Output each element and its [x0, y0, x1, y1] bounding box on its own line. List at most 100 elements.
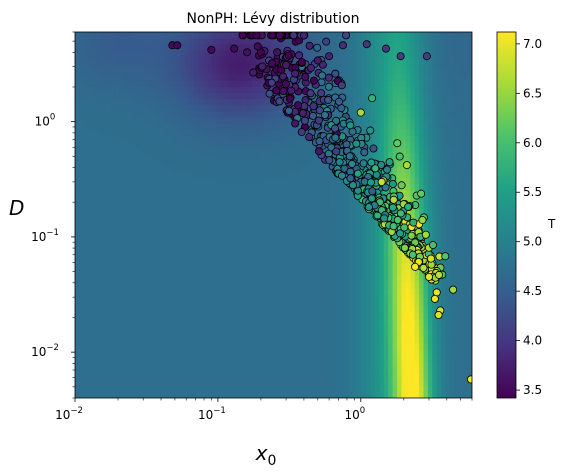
heatmap-cell	[366, 68, 372, 76]
heatmap-cell	[379, 123, 385, 131]
heatmap-cell	[114, 239, 120, 247]
heatmap-cell	[317, 160, 323, 167]
heatmap-cell	[172, 99, 178, 106]
heatmap-cell	[339, 257, 345, 265]
heatmap-cell	[432, 44, 438, 51]
heatmap-cell	[264, 166, 270, 173]
heatmap-cell	[374, 154, 380, 161]
heatmap-cell	[242, 147, 248, 155]
heatmap-cell	[247, 135, 253, 143]
heatmap-cell	[308, 324, 314, 332]
heatmap-cell	[388, 56, 394, 64]
heatmap-cell	[180, 288, 186, 295]
heatmap-cell	[388, 147, 394, 155]
heatmap-cell	[75, 105, 81, 112]
heatmap-cell	[110, 190, 116, 198]
heatmap-cell	[260, 355, 266, 362]
heatmap-cell	[308, 330, 314, 338]
heatmap-cell	[220, 196, 226, 204]
heatmap-cell	[198, 172, 204, 179]
heatmap-cell	[308, 251, 314, 259]
heatmap-cell	[145, 263, 151, 271]
heatmap-cell	[370, 318, 376, 326]
heatmap-cell	[255, 349, 261, 356]
heatmap-cell	[88, 337, 94, 344]
heatmap-cell	[423, 123, 429, 131]
heatmap-cell	[172, 123, 178, 131]
heatmap-cell	[370, 361, 376, 369]
heatmap-cell	[432, 245, 438, 253]
heatmap-cell	[176, 32, 182, 39]
heatmap-cell	[352, 312, 358, 320]
heatmap-cell	[277, 251, 283, 259]
heatmap-cell	[154, 184, 160, 192]
heatmap-cell	[436, 227, 442, 234]
heatmap-cell	[229, 373, 235, 381]
heatmap-cell	[322, 324, 328, 332]
heatmap-cell	[291, 233, 297, 240]
heatmap-cell	[101, 80, 107, 88]
heatmap-cell	[313, 294, 319, 301]
heatmap-cell	[149, 129, 155, 137]
heatmap-cell	[202, 233, 208, 240]
heatmap-cell	[79, 251, 85, 259]
heatmap-cell	[436, 208, 442, 216]
heatmap-cell	[348, 282, 354, 289]
heatmap-cell	[136, 385, 142, 393]
heatmap-cell	[295, 135, 301, 143]
heatmap-cell	[233, 172, 239, 179]
heatmap-cell	[92, 355, 98, 362]
heatmap-cell	[75, 288, 81, 295]
heatmap-cell	[317, 166, 323, 173]
heatmap-cell	[114, 154, 120, 161]
heatmap-cell	[326, 68, 332, 76]
heatmap-cell	[207, 123, 213, 131]
heatmap-cell	[119, 318, 125, 326]
heatmap-cell	[414, 74, 420, 82]
heatmap-cell	[149, 74, 155, 82]
heatmap-cell	[216, 105, 222, 112]
heatmap-cell	[119, 349, 125, 356]
heatmap-cell	[79, 306, 85, 314]
heatmap-cell	[75, 56, 81, 64]
heatmap-cell	[185, 32, 191, 39]
heatmap-cell	[97, 86, 103, 94]
heatmap-cell	[101, 93, 107, 100]
heatmap-cell	[383, 62, 389, 70]
heatmap-cell	[88, 269, 94, 277]
heatmap-cell	[114, 245, 120, 253]
heatmap-cell	[374, 379, 380, 387]
heatmap-cell	[176, 196, 182, 204]
heatmap-cell	[326, 300, 332, 308]
heatmap-cell	[392, 245, 398, 253]
heatmap-cell	[141, 86, 147, 94]
heatmap-cell	[220, 44, 226, 51]
heatmap-cell	[423, 154, 429, 161]
heatmap-cell	[304, 282, 310, 289]
heatmap-cell	[370, 367, 376, 375]
heatmap-cell	[330, 276, 336, 283]
heatmap-cell	[260, 129, 266, 137]
heatmap-cell	[286, 251, 292, 259]
heatmap-cell	[132, 294, 138, 301]
heatmap-cell	[269, 391, 275, 398]
heatmap-cell	[299, 276, 305, 283]
heatmap-cell	[132, 141, 138, 149]
heatmap-cell	[220, 263, 226, 271]
heatmap-cell	[180, 367, 186, 375]
heatmap-cell	[370, 50, 376, 57]
heatmap-cell	[419, 38, 425, 45]
heatmap-cell	[357, 257, 363, 265]
heatmap-cell	[273, 215, 279, 222]
heatmap-cell	[388, 306, 394, 314]
heatmap-cell	[114, 337, 120, 344]
heatmap-cell	[207, 208, 213, 216]
heatmap-cell	[136, 202, 142, 210]
heatmap-cell	[149, 269, 155, 277]
heatmap-cell	[123, 178, 129, 186]
heatmap-cell	[198, 141, 204, 149]
heatmap-cell	[127, 318, 133, 326]
heatmap-cell	[344, 288, 350, 295]
heatmap-cell	[114, 324, 120, 332]
heatmap-cell	[216, 233, 222, 240]
